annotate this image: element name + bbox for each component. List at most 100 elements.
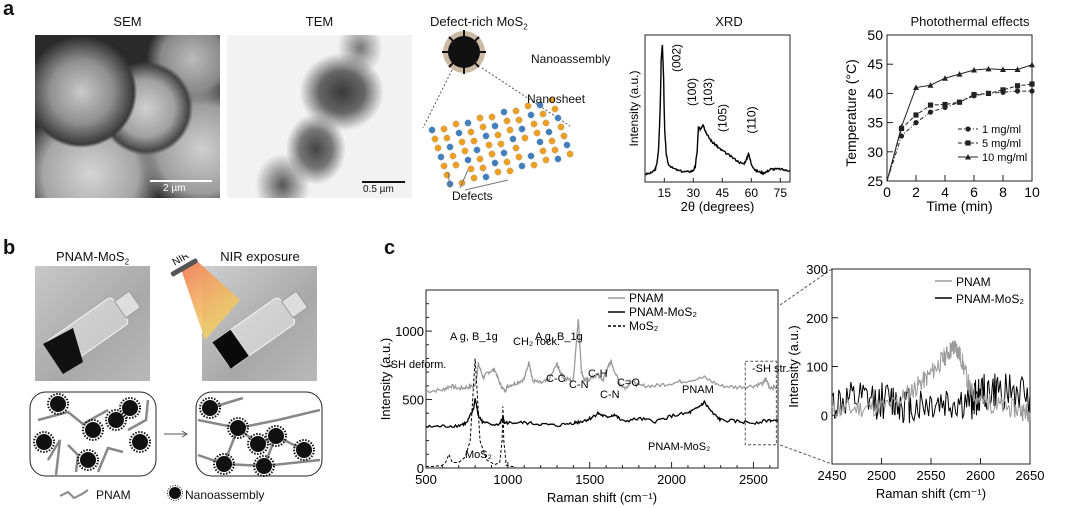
- lattice-atom: [440, 125, 448, 133]
- tem-scale-bar: [362, 181, 405, 183]
- vial-after-photo: [202, 266, 317, 381]
- lattice-atom: [512, 107, 520, 115]
- vial-icon: [43, 290, 142, 374]
- raman-legend-label: MoS₂: [629, 319, 659, 333]
- pt-x-axis-label: Time (min): [926, 198, 992, 214]
- pt-data-point: [971, 91, 977, 98]
- pt-legend-marker: [965, 140, 971, 146]
- defect-arrow: [464, 179, 509, 191]
- raman-x-tick-label: 2500: [739, 472, 768, 487]
- nanoassembly-spikes: [199, 397, 221, 419]
- lattice-atom: [491, 159, 499, 167]
- lattice-atom: [482, 132, 490, 140]
- pt-data-point: [1029, 61, 1035, 68]
- nanoassembly-spikes: [33, 431, 55, 453]
- raman-y-axis-label: Intensity (a.u.): [378, 338, 393, 420]
- nanosheet-lattice-icon: [428, 96, 574, 188]
- lattice-atom: [539, 110, 547, 118]
- rz-x-tick-label: 2500: [867, 468, 896, 483]
- raman-peak-label: C-N: [600, 389, 620, 401]
- nanoassembly-spikes: [119, 397, 141, 419]
- raman-y-tick-label: 0: [417, 461, 424, 476]
- xrd-x-tick-label: 15: [658, 186, 672, 200]
- raman-legend-label: PNAM: [629, 291, 664, 305]
- lattice-atom: [479, 164, 487, 172]
- lattice-atom: [521, 134, 529, 142]
- photothermal-title: Photothermal effects: [910, 14, 1030, 29]
- nanosheet-label: Nanosheet: [527, 92, 586, 106]
- raman-zoom-chart: 2450 2500 2550 2600 2650 0 100 200 300 Raman shif…: [780, 262, 1045, 501]
- nanoassembly-particle: [268, 428, 284, 444]
- rz-x-tick-label: 2600: [966, 468, 995, 483]
- zoom-guide-line: [481, 67, 571, 127]
- pt-y-tick-label: 50: [867, 27, 883, 43]
- lattice-atom: [500, 108, 508, 116]
- pnam-legend-icon: [59, 489, 89, 500]
- lattice-atom: [443, 171, 451, 179]
- lattice-atom: [551, 105, 559, 113]
- xrd-y-axis-label: Intensity (a.u.): [627, 70, 641, 146]
- raman-peak-label: CH₂ rock.: [513, 336, 560, 348]
- rz-y-tick-label: 300: [806, 262, 828, 277]
- xrd-peak-label: (110): [744, 106, 758, 133]
- legend-nanoassembly-label: Nanoassembly: [185, 488, 265, 502]
- nanoassembly-spikes: [253, 455, 275, 477]
- lattice-atom: [506, 126, 514, 134]
- pt-x-tick-label: 8: [999, 184, 1007, 200]
- pt-data-point: [913, 120, 919, 126]
- nanoassembly-particle: [256, 458, 272, 474]
- nanoassembly-spikes: [129, 431, 151, 453]
- xrd-peak-label: (002): [669, 44, 683, 72]
- nanoassembly-particle: [216, 456, 232, 472]
- pt-y-tick-label: 25: [867, 173, 883, 189]
- pnam-chain: [37, 408, 109, 426]
- schematic-title: Defect-rich MoS2: [430, 14, 580, 32]
- xrd-plot-frame: [644, 34, 791, 183]
- lattice-atom: [446, 143, 454, 151]
- pt-series-line: [886, 90, 1032, 182]
- nanoassembly-particle: [230, 420, 246, 436]
- lattice-atom: [488, 113, 496, 121]
- pt-data-point: [942, 101, 948, 108]
- after-network-box: [195, 391, 323, 477]
- rz-x-tick-label: 2450: [818, 468, 847, 483]
- raman-peak-label: -SH str.: [752, 363, 789, 375]
- lattice-atom: [515, 116, 523, 124]
- lattice-atom: [467, 128, 475, 136]
- raman-peak-label: A g, B_1g: [450, 331, 498, 343]
- lattice-atom: [431, 135, 439, 143]
- nir-beam: NIR: [170, 255, 240, 340]
- vial-icon: [212, 290, 309, 369]
- rz-series-line: [831, 373, 1031, 424]
- pt-data-point: [1014, 88, 1021, 94]
- lattice-atom: [494, 168, 502, 176]
- rz-x-axis-label: Raman shift (cm⁻¹): [876, 486, 986, 501]
- nanoassembly-label: Nanoassembly: [531, 52, 611, 66]
- lattice-atom: [536, 138, 544, 146]
- pt-y-tick-label: 40: [867, 85, 883, 101]
- rz-x-tick-label: 2650: [1016, 468, 1045, 483]
- lattice-atom: [464, 156, 472, 164]
- lattice-atom: [473, 146, 481, 154]
- pt-data-point: [898, 123, 905, 130]
- nanoassembly-particle: [122, 400, 138, 416]
- xrd-title: XRD: [715, 14, 743, 29]
- pnam-chain: [197, 453, 321, 468]
- lattice-atom: [455, 129, 463, 137]
- raman-peak-label: A g, B_1g: [535, 331, 583, 343]
- lattice-atom: [437, 153, 445, 161]
- xrd-peak-label: (105): [715, 104, 729, 132]
- zoom-connector-line: [780, 444, 833, 465]
- lattice-atom: [428, 126, 436, 134]
- nanoassembly-spikes: [47, 393, 69, 415]
- rz-y-axis-label: Intensity (a.u.): [786, 325, 801, 407]
- pt-data-point: [1000, 87, 1006, 93]
- pt-legend-marker: [965, 126, 971, 132]
- raman-x-tick-label: 2000: [657, 472, 686, 487]
- raman-peak-label: PNAM-MoS₂: [648, 441, 710, 453]
- lattice-atom: [545, 128, 553, 136]
- lattice-atom: [452, 161, 460, 169]
- raman-plot-frame: [425, 289, 779, 469]
- rz-y-tick-label: 200: [806, 311, 828, 326]
- lattice-atom: [533, 129, 541, 137]
